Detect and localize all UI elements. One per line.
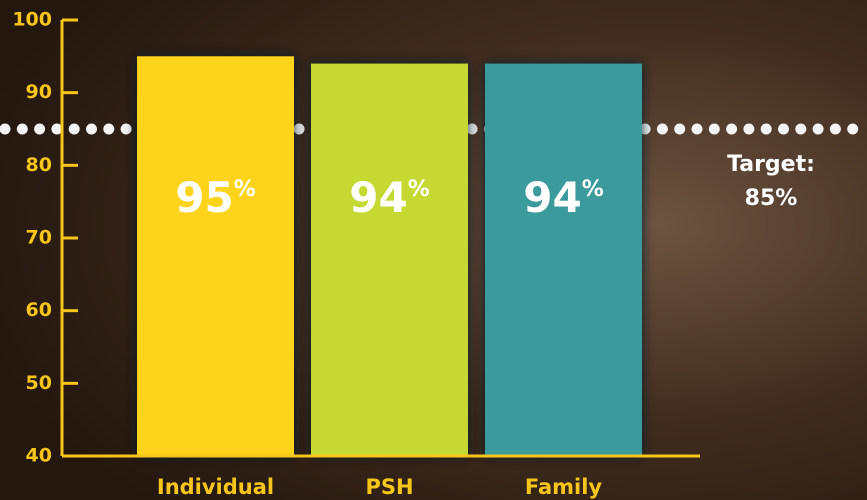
x-tick-label: Individual: [157, 475, 274, 499]
y-tick-label: 80: [26, 154, 52, 176]
y-tick-label: 100: [12, 9, 52, 31]
y-tick-label: 90: [26, 81, 52, 103]
target-label: Target:: [727, 152, 815, 177]
bar: [485, 64, 642, 456]
x-tick-label: Family: [525, 475, 603, 499]
bar: [311, 64, 468, 456]
y-tick-label: 60: [26, 299, 52, 321]
target-value-label: 85%: [745, 186, 798, 211]
chart: 405060708090100Target:85%Individual95%PS…: [0, 0, 867, 500]
y-tick-label: 40: [26, 445, 52, 467]
x-tick-label: PSH: [365, 475, 413, 499]
bar: [137, 56, 294, 456]
y-tick-label: 50: [26, 372, 52, 394]
y-tick-label: 70: [26, 227, 52, 249]
